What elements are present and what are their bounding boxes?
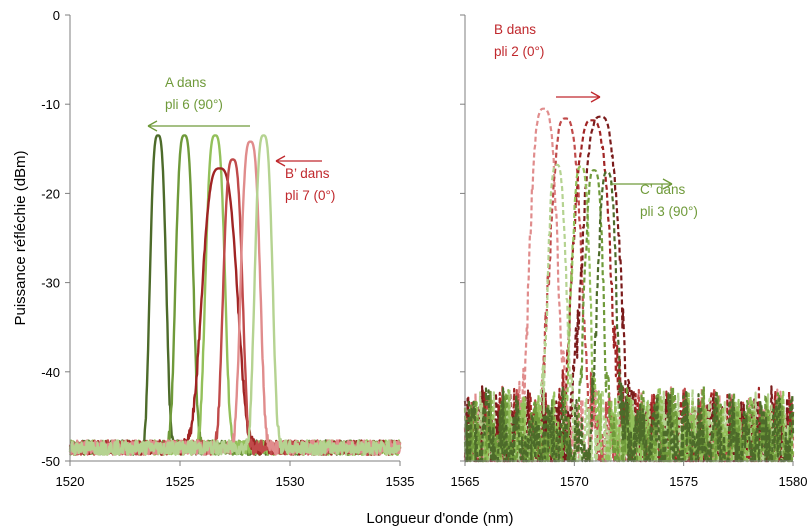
right-panel: 1565 1570 1575 1580 B dans pli 2 (0°) C’ dans… xyxy=(451,14,807,489)
annotation-label: B dans xyxy=(494,22,536,37)
x-tick-label: 1525 xyxy=(166,474,195,489)
right-series-group xyxy=(463,107,795,463)
x-tick-label: 1580 xyxy=(779,474,807,489)
annotation-label: A dans xyxy=(165,75,207,90)
annotation-label: pli 6 (90°) xyxy=(165,97,223,112)
x-tick-label: 1520 xyxy=(56,474,85,489)
y-tick-label: -40 xyxy=(41,365,60,380)
y-tick-label: -50 xyxy=(41,454,60,469)
left-x-ticks: 1520 1525 1530 1535 xyxy=(56,461,415,489)
x-tick-label: 1530 xyxy=(276,474,305,489)
annotation-arrowhead xyxy=(590,91,601,103)
annotation-label: pli 7 (0°) xyxy=(285,188,335,203)
annotation-arrowhead xyxy=(662,178,673,190)
x-tick-label: 1575 xyxy=(669,474,698,489)
y-tick-label: 0 xyxy=(53,8,60,23)
x-tick-label: 1570 xyxy=(560,474,589,489)
annotation-label: pli 2 (0°) xyxy=(494,44,544,59)
left-annotations: A dans pli 6 (90°) B’ dans pli 7 (0°) xyxy=(147,75,335,203)
annotation-arrowhead xyxy=(275,155,286,167)
y-tick-label: -10 xyxy=(41,97,60,112)
y-tick-label: -20 xyxy=(41,186,60,201)
right-annotations: B dans pli 2 (0°) C’ dans pli 3 (90°) xyxy=(494,22,698,219)
left-series-group xyxy=(68,134,402,456)
y-axis-title: Puissance réfléchie (dBm) xyxy=(12,150,29,325)
x-axis-title: Longueur d'onde (nm) xyxy=(366,510,513,527)
left-y-ticks: 0 -10 -20 -30 -40 -50 xyxy=(41,8,70,469)
right-y-ticks xyxy=(460,14,465,462)
series-line xyxy=(68,140,402,456)
y-tick-label: -30 xyxy=(41,276,60,291)
series-line xyxy=(464,170,795,463)
annotation-label: B’ dans xyxy=(285,166,330,181)
annotation-label: C’ dans xyxy=(640,182,686,197)
x-tick-label: 1565 xyxy=(451,474,480,489)
x-tick-label: 1535 xyxy=(386,474,415,489)
annotation-label: pli 3 (90°) xyxy=(640,204,698,219)
annotation-arrowhead xyxy=(147,120,158,132)
left-panel: 0 -10 -20 -30 -40 -50 1520 1525 1530 1535 A dans… xyxy=(41,8,414,489)
series-line xyxy=(68,134,401,456)
right-x-ticks: 1565 1570 1575 1580 xyxy=(451,461,807,489)
